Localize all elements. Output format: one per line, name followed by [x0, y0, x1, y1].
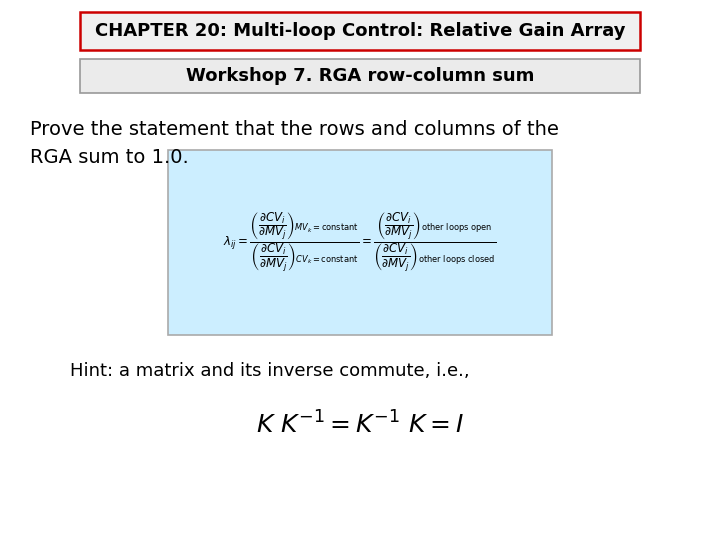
Text: Prove the statement that the rows and columns of the
RGA sum to 1.0.: Prove the statement that the rows and co…	[30, 120, 559, 167]
Text: Hint: a matrix and its inverse commute, i.e.,: Hint: a matrix and its inverse commute, …	[70, 362, 469, 380]
Text: $\lambda_{ij} = \dfrac{\left(\dfrac{\partial CV_i}{\partial MV_j}\right)_{MV_k=\: $\lambda_{ij} = \dfrac{\left(\dfrac{\par…	[223, 211, 497, 274]
Text: Workshop 7. RGA row-column sum: Workshop 7. RGA row-column sum	[186, 67, 534, 85]
FancyBboxPatch shape	[168, 150, 552, 335]
FancyBboxPatch shape	[80, 12, 640, 50]
Text: $K\ K^{-1} = K^{-1}\ K = I$: $K\ K^{-1} = K^{-1}\ K = I$	[256, 411, 464, 438]
FancyBboxPatch shape	[80, 59, 640, 93]
Text: CHAPTER 20: Multi-loop Control: Relative Gain Array: CHAPTER 20: Multi-loop Control: Relative…	[95, 22, 625, 40]
